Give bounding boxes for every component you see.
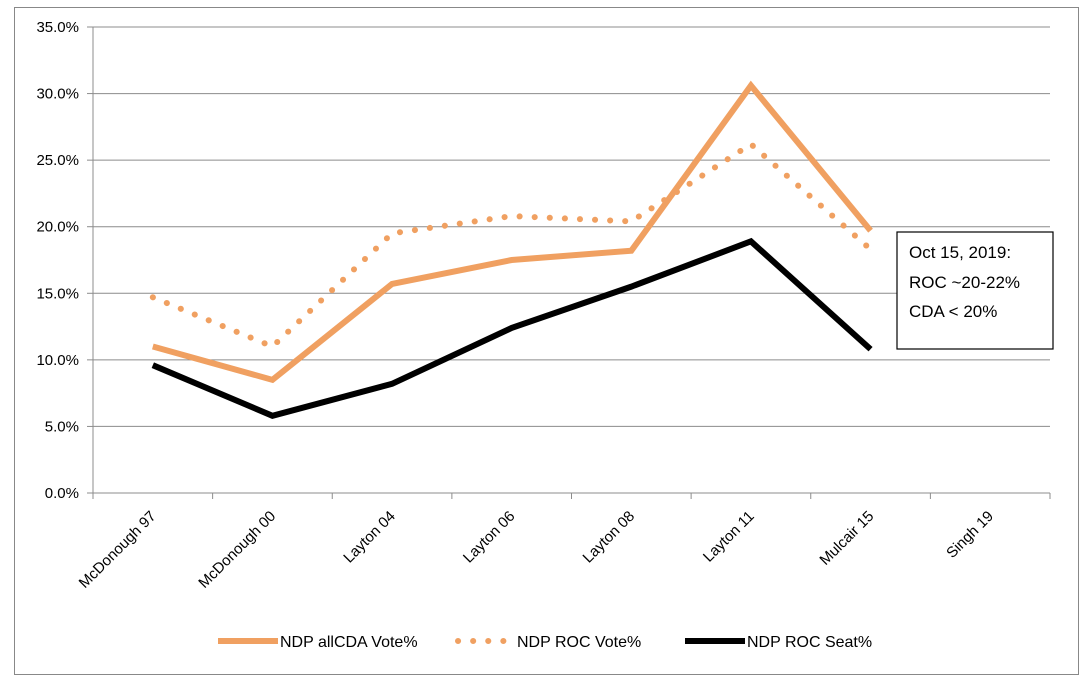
series-line-1	[152, 80, 873, 384]
y-tick-label: 0.0%	[45, 485, 79, 502]
x-tick-label: McDonough 97	[76, 508, 160, 592]
x-tick-label: Layton 06	[460, 508, 519, 567]
legend-label-3: NDP ROC Seat%	[747, 634, 872, 651]
x-axis-ticks: McDonough 97 McDonough 00 Layton 04 Layton …	[76, 508, 997, 592]
x-tick-label: Layton 08	[580, 508, 639, 567]
series-line-2	[149, 140, 874, 351]
legend-label-1: NDP allCDA Vote%	[280, 634, 418, 651]
series-line-3	[151, 237, 873, 419]
y-tick-label: 20.0%	[36, 219, 79, 236]
y-tick-label: 35.0%	[36, 19, 79, 36]
legend-label-2: NDP ROC Vote%	[517, 634, 641, 651]
annotation-line-2: ROC ~20-22%	[909, 273, 1020, 292]
axes	[87, 26, 1051, 499]
x-tick-label: Layton 04	[340, 508, 399, 567]
annotation-line-1: Oct 15, 2019:	[909, 243, 1011, 262]
annotation-box: Oct 15, 2019: ROC ~20-22% CDA < 20%	[896, 231, 1054, 350]
annotation-line-3: CDA < 20%	[909, 302, 997, 321]
legend: NDP allCDA Vote% NDP ROC Vote% NDP ROC Sea…	[218, 634, 872, 651]
series-lines	[149, 80, 874, 419]
gridlines	[93, 26, 1050, 427]
y-tick-label: 30.0%	[36, 86, 79, 103]
x-tick-label: McDonough 00	[195, 508, 279, 592]
x-tick-label: Layton 11	[700, 508, 758, 566]
x-tick-label: Mulcair 15	[816, 508, 877, 569]
annotation-border	[896, 231, 1054, 350]
y-tick-label: 10.0%	[36, 352, 79, 369]
x-tick-label: Singh 19	[943, 508, 997, 562]
y-tick-label: 15.0%	[36, 285, 79, 302]
y-tick-label: 5.0%	[45, 418, 79, 435]
y-axis-ticks: 0.0% 5.0% 10.0% 15.0% 20.0% 25.0% 30.0% 35.0%	[36, 19, 79, 502]
y-tick-label: 25.0%	[36, 152, 79, 169]
